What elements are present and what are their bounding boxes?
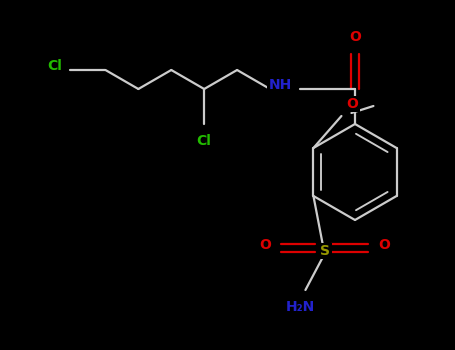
Text: O: O bbox=[346, 97, 358, 111]
Text: NH: NH bbox=[269, 78, 292, 92]
Text: Cl: Cl bbox=[48, 59, 62, 73]
Text: H₂N: H₂N bbox=[286, 300, 315, 314]
Text: O: O bbox=[349, 30, 361, 44]
Text: S: S bbox=[320, 244, 330, 258]
Text: Cl: Cl bbox=[197, 134, 212, 148]
Text: O: O bbox=[379, 238, 390, 252]
Text: O: O bbox=[259, 238, 272, 252]
